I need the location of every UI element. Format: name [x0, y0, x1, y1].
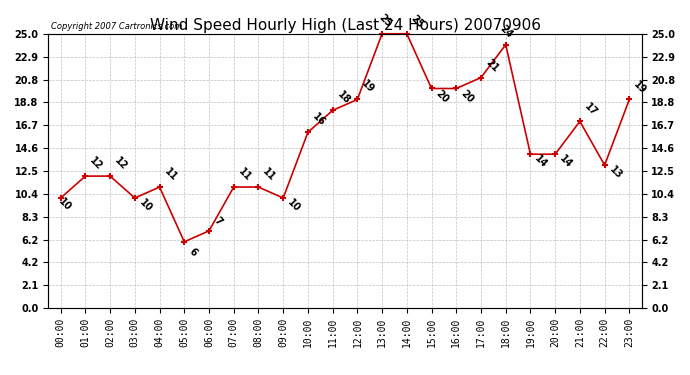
Text: 19: 19: [632, 80, 649, 96]
Text: 11: 11: [261, 166, 277, 183]
Text: 10: 10: [57, 196, 74, 213]
Text: 10: 10: [286, 198, 302, 214]
Text: 14: 14: [533, 154, 549, 170]
Text: 6: 6: [187, 246, 199, 258]
Text: 11: 11: [162, 166, 179, 183]
Text: 21: 21: [484, 57, 500, 74]
Text: 16: 16: [310, 111, 327, 128]
Text: 17: 17: [582, 101, 599, 118]
Text: 18: 18: [335, 89, 352, 106]
Text: 14: 14: [558, 154, 574, 170]
Text: 24: 24: [498, 24, 515, 40]
Text: 12: 12: [88, 155, 104, 171]
Text: 11: 11: [236, 166, 253, 183]
Text: 13: 13: [607, 165, 624, 182]
Text: 20: 20: [434, 88, 451, 105]
Text: 20: 20: [459, 88, 475, 105]
Text: 12: 12: [112, 155, 129, 171]
Text: 25: 25: [409, 13, 426, 30]
Text: 25: 25: [377, 13, 394, 29]
Text: 10: 10: [137, 198, 154, 214]
Text: Copyright 2007 Cartronics.com: Copyright 2007 Cartronics.com: [51, 22, 183, 31]
Text: 19: 19: [360, 78, 377, 95]
Title: Wind Speed Hourly High (Last 24 Hours) 20070906: Wind Speed Hourly High (Last 24 Hours) 2…: [150, 18, 540, 33]
Text: 7: 7: [212, 216, 224, 227]
